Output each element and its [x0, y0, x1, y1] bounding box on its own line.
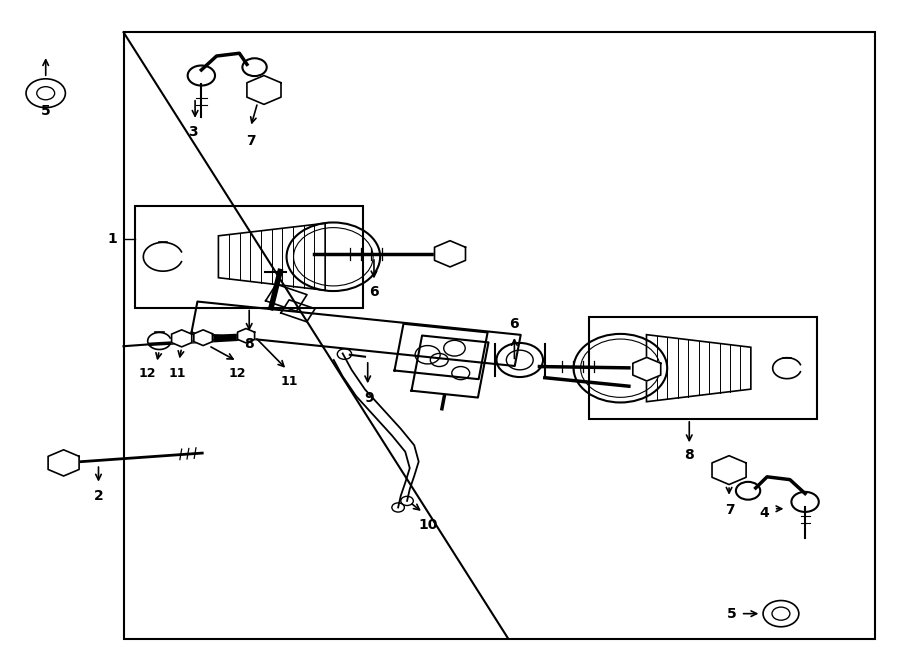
Text: 11: 11: [168, 367, 186, 379]
Text: 11: 11: [280, 375, 298, 388]
Polygon shape: [247, 75, 281, 104]
Text: 7: 7: [725, 503, 734, 517]
Polygon shape: [633, 358, 661, 381]
Polygon shape: [712, 455, 746, 485]
Text: 1: 1: [107, 232, 117, 246]
Text: 8: 8: [684, 448, 694, 463]
Text: 6: 6: [509, 317, 519, 331]
Text: 12: 12: [229, 367, 246, 379]
Text: 2: 2: [94, 489, 104, 503]
Text: 6: 6: [369, 285, 379, 299]
Text: 9: 9: [364, 391, 374, 405]
Polygon shape: [435, 241, 465, 267]
Polygon shape: [172, 330, 192, 347]
Bar: [123, 32, 875, 639]
Text: 7: 7: [246, 134, 256, 148]
Bar: [589, 317, 816, 419]
Polygon shape: [194, 330, 212, 346]
Polygon shape: [238, 329, 255, 343]
Text: 8: 8: [244, 337, 254, 351]
Text: 12: 12: [139, 367, 157, 379]
Text: 5: 5: [726, 607, 736, 621]
Bar: [135, 206, 364, 307]
Text: 5: 5: [40, 104, 50, 118]
Polygon shape: [48, 449, 79, 476]
Text: 4: 4: [760, 506, 770, 520]
Text: 10: 10: [418, 518, 438, 532]
Text: 3: 3: [188, 125, 198, 139]
